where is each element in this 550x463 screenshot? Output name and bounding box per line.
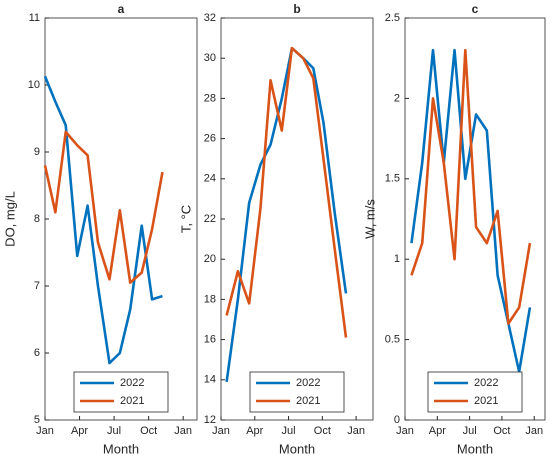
x-axis-label: Month [457, 441, 493, 456]
panel-title: b [293, 2, 300, 16]
x-tick-label: Jan [212, 425, 230, 437]
y-tick-label: 7 [34, 280, 40, 292]
legend-label: 2021 [120, 395, 144, 407]
legend-box [249, 371, 345, 413]
legend-label: 2022 [474, 377, 498, 389]
y-tick-label: 1.5 [385, 173, 400, 185]
x-axis-label: Month [103, 441, 139, 456]
line [43, 130, 164, 284]
y-tick-label: 2 [394, 92, 400, 104]
panel-title: c [472, 2, 479, 16]
x-tick-label: Apr [429, 425, 446, 437]
legend-box [427, 371, 523, 413]
x-tick-label: Jan [36, 425, 54, 437]
plot-area [220, 17, 374, 421]
y-tick-label: 10 [28, 79, 40, 91]
legend-label: 2021 [296, 395, 320, 407]
x-axis-label: Month [279, 441, 315, 456]
x-tick-label: Jan [525, 425, 543, 437]
y-tick-label: 6 [34, 347, 40, 359]
y-tick-label: 18 [204, 293, 216, 305]
y-tick-label: 32 [204, 12, 216, 24]
y-tick-label: 16 [204, 334, 216, 346]
line [225, 46, 348, 338]
y-tick-label: 26 [204, 133, 216, 145]
legend-label: 2022 [296, 377, 320, 389]
y-axis-label: DO, mg/L [2, 191, 17, 247]
y-tick-label: 0.5 [385, 334, 400, 346]
y-tick-label: 9 [34, 146, 40, 158]
panel-title: a [118, 2, 125, 16]
y-tick-label: 14 [204, 374, 216, 386]
x-tick-label: Oct [314, 425, 331, 437]
y-axis-label: W, m/s [362, 199, 377, 239]
y-tick-label: 2.5 [385, 12, 400, 24]
line [43, 75, 163, 365]
y-tick-label: 30 [204, 52, 216, 64]
y-tick-label: 1 [394, 253, 400, 265]
x-tick-label: Apr [246, 425, 263, 437]
y-tick-label: 0 [394, 414, 400, 426]
y-tick-label: 24 [204, 173, 216, 185]
x-tick-label: Apr [71, 425, 88, 437]
panel: a Month DO, mg/L 5 6 7 8 9 10 11 Jan Apr Jul Oct Jan 20… [2, 2, 198, 456]
legend-box [73, 371, 169, 413]
line [225, 46, 348, 382]
legend-label: 2022 [120, 377, 144, 389]
x-tick-label: Jul [463, 425, 477, 437]
y-tick-label: 5 [34, 414, 40, 426]
x-tick-label: Jul [107, 425, 121, 437]
y-tick-label: 20 [204, 253, 216, 265]
legend-label: 2021 [474, 395, 498, 407]
line [410, 48, 532, 325]
x-tick-label: Jul [282, 425, 296, 437]
y-tick-label: 8 [34, 213, 40, 225]
x-tick-label: Jan [396, 425, 414, 437]
y-axis-label: T, °C [178, 205, 193, 233]
panel: c Month W, m/s 0 0.5 1 1.5 2 2.5 Jan Apr Jul Oct Jan 2… [362, 2, 546, 456]
x-tick-label: Oct [140, 425, 157, 437]
x-tick-label: Jan [174, 425, 192, 437]
x-tick-label: Oct [493, 425, 510, 437]
y-tick-label: 28 [204, 92, 216, 104]
y-tick-label: 12 [204, 414, 216, 426]
x-tick-label: Jan [347, 425, 365, 437]
y-tick-label: 22 [204, 213, 216, 225]
y-tick-label: 11 [29, 12, 40, 24]
